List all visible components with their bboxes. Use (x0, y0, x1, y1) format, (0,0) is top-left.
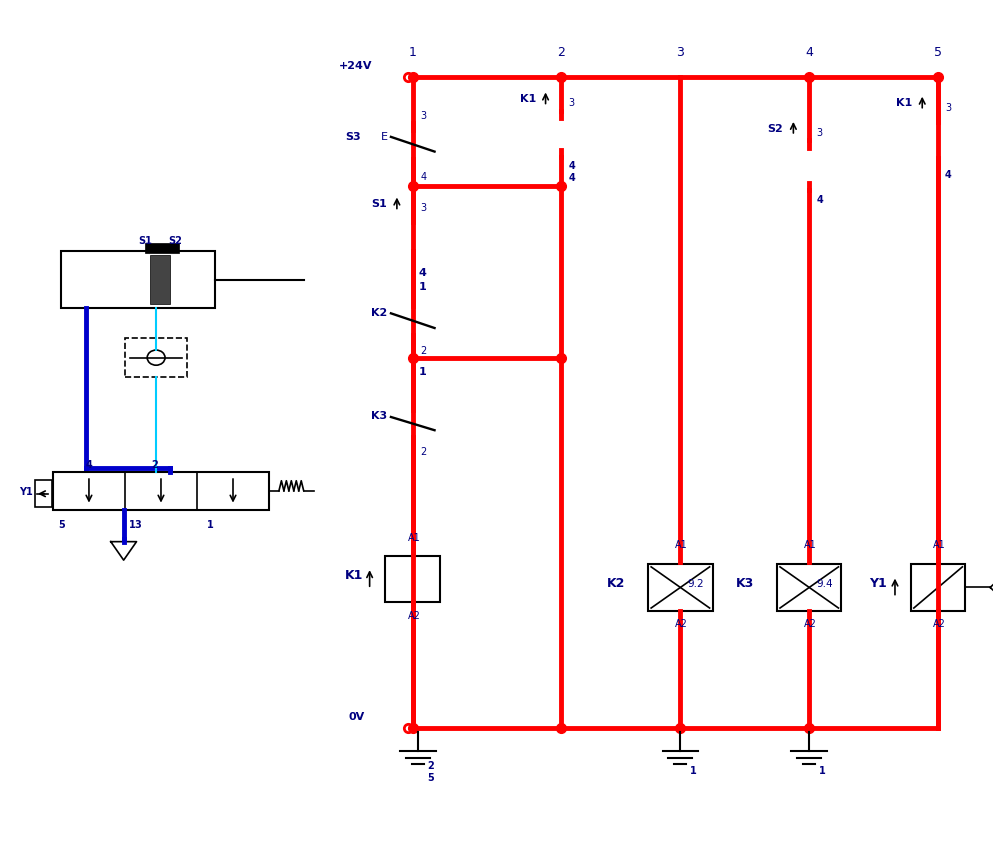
Text: K3: K3 (736, 577, 753, 590)
Text: 1: 1 (690, 766, 697, 776)
Text: 9.2: 9.2 (687, 579, 704, 589)
Text: 3: 3 (569, 99, 575, 109)
Text: 1: 1 (418, 282, 426, 292)
Text: K1: K1 (897, 99, 912, 109)
Text: 4: 4 (418, 268, 426, 278)
Text: 1: 1 (207, 520, 214, 530)
Text: 4: 4 (805, 46, 813, 59)
Bar (911, 564, 965, 610)
Bar (777, 564, 842, 610)
Text: 1: 1 (819, 766, 826, 776)
Text: 2: 2 (151, 459, 158, 470)
Text: 5: 5 (427, 773, 434, 783)
Text: K3: K3 (371, 411, 388, 422)
Text: 3: 3 (816, 128, 822, 137)
Text: A2: A2 (804, 620, 817, 630)
Text: E: E (381, 132, 388, 142)
Text: A1: A1 (675, 540, 688, 550)
Text: 4: 4 (569, 161, 576, 171)
Text: Y1: Y1 (19, 486, 33, 497)
Text: K1: K1 (520, 94, 536, 105)
Text: S1: S1 (138, 236, 152, 246)
Text: K2: K2 (606, 577, 625, 590)
Bar (35, 481, 52, 507)
Bar (386, 556, 440, 602)
Text: 1: 1 (418, 368, 426, 378)
Text: 2: 2 (420, 447, 427, 457)
Text: 0V: 0V (348, 711, 365, 722)
Text: K1: K1 (345, 569, 364, 582)
Text: 3: 3 (945, 103, 951, 113)
Text: A1: A1 (933, 540, 946, 550)
Text: 3: 3 (677, 46, 684, 59)
Text: S2: S2 (767, 124, 783, 134)
Text: A1: A1 (804, 540, 817, 550)
Text: 2: 2 (558, 46, 566, 59)
Text: 3: 3 (420, 203, 426, 213)
Text: 4: 4 (420, 172, 426, 182)
Text: 5: 5 (934, 46, 942, 59)
Text: S1: S1 (371, 199, 387, 209)
Text: K2: K2 (371, 309, 388, 319)
Text: A1: A1 (408, 533, 420, 543)
Bar (125, 338, 187, 377)
Text: S3: S3 (345, 132, 361, 142)
Text: 4: 4 (85, 459, 92, 470)
Text: 9.4: 9.4 (816, 579, 833, 589)
Text: 3: 3 (420, 111, 426, 121)
Text: +24V: +24V (338, 61, 372, 71)
Text: 4: 4 (945, 169, 952, 180)
Text: A2: A2 (408, 611, 420, 621)
Text: 2: 2 (427, 760, 434, 771)
Text: 1: 1 (128, 520, 135, 530)
Text: 3: 3 (135, 520, 141, 530)
Text: 4: 4 (816, 195, 823, 205)
Text: 5: 5 (58, 520, 65, 530)
Bar (61, 251, 215, 308)
Bar (150, 255, 170, 303)
Text: A2: A2 (675, 620, 688, 630)
Text: 2: 2 (420, 346, 427, 357)
Text: A2: A2 (933, 620, 946, 630)
Text: Y1: Y1 (869, 577, 887, 590)
Bar (145, 244, 179, 254)
Text: 1: 1 (409, 46, 416, 59)
Bar (648, 564, 713, 610)
Text: 4: 4 (569, 173, 576, 183)
Text: S2: S2 (168, 236, 182, 246)
Bar (53, 472, 269, 510)
